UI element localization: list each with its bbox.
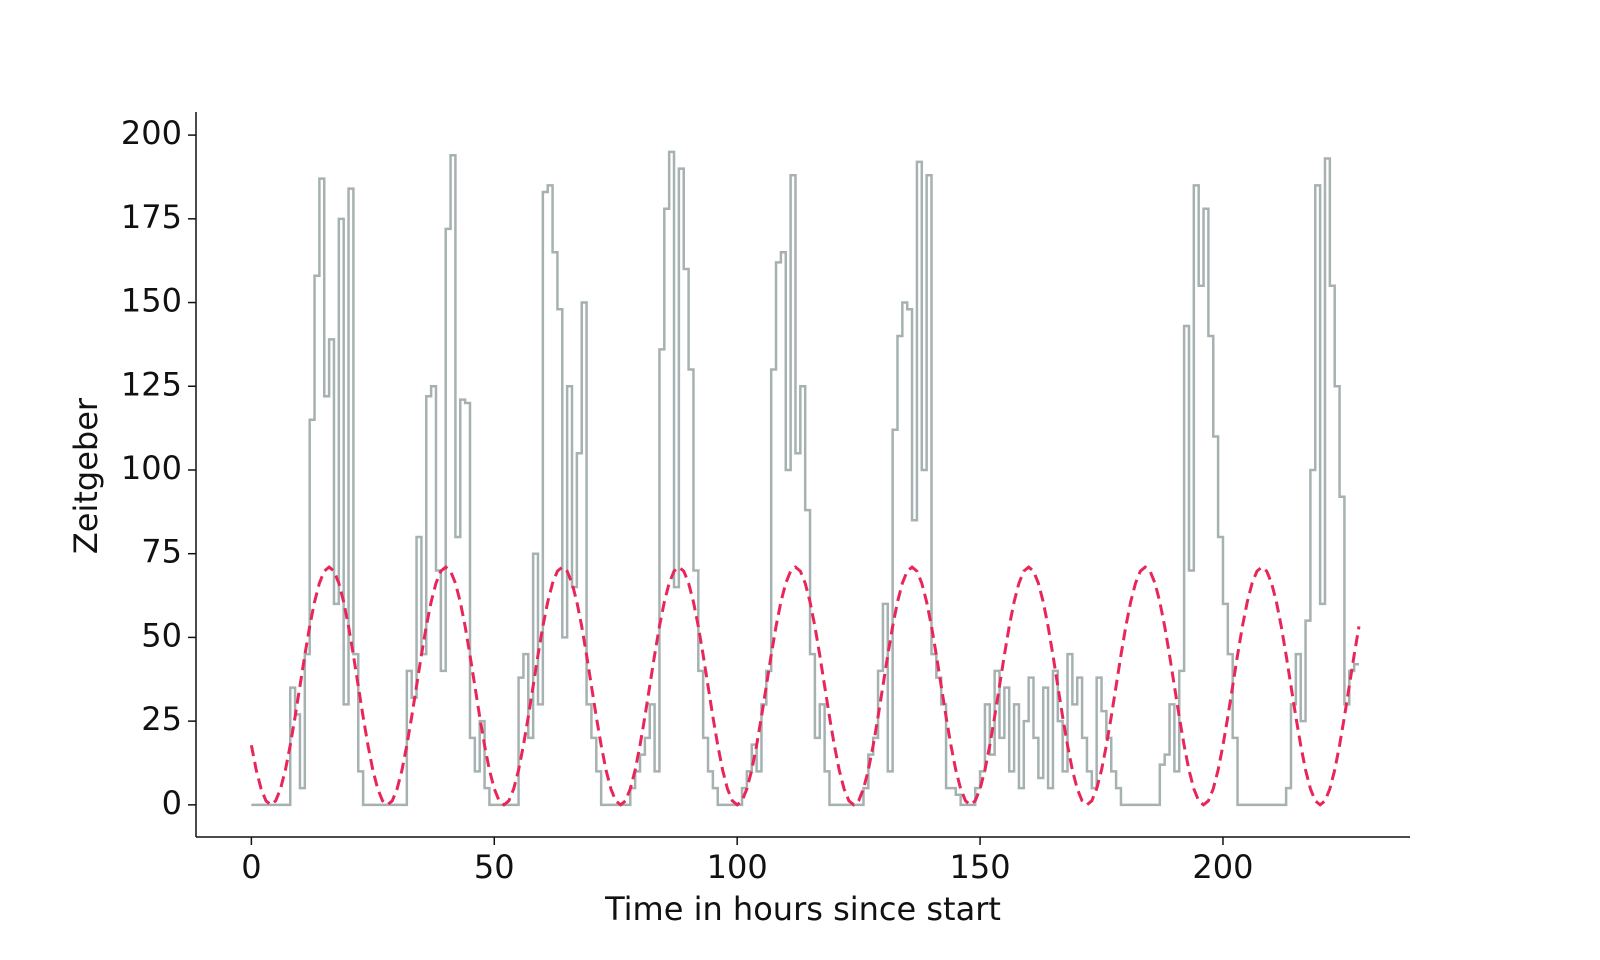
x-axis-label: Time in hours since start (604, 890, 1001, 928)
series-line (249, 565, 1361, 807)
x-tick-label: 50 (474, 848, 515, 886)
y-tick-label: 200 (121, 114, 182, 152)
y-tick-label: 50 (141, 616, 182, 654)
x-tick-label: 200 (1192, 848, 1253, 886)
x-tick-label: 150 (950, 848, 1011, 886)
y-tick-label: 0 (162, 784, 182, 822)
y-tick-label: 75 (141, 533, 182, 571)
y-tick-label: 125 (121, 365, 182, 403)
y-tick-label: 25 (141, 700, 182, 738)
y-axis-label: Zeitgeber (67, 397, 105, 554)
y-tick-label: 175 (121, 198, 182, 236)
x-tick-label: 100 (707, 848, 768, 886)
series-line (251, 150, 1359, 807)
x-tick-label: 0 (241, 848, 261, 886)
y-tick-label: 100 (121, 449, 182, 487)
y-tick-label: 150 (121, 282, 182, 320)
